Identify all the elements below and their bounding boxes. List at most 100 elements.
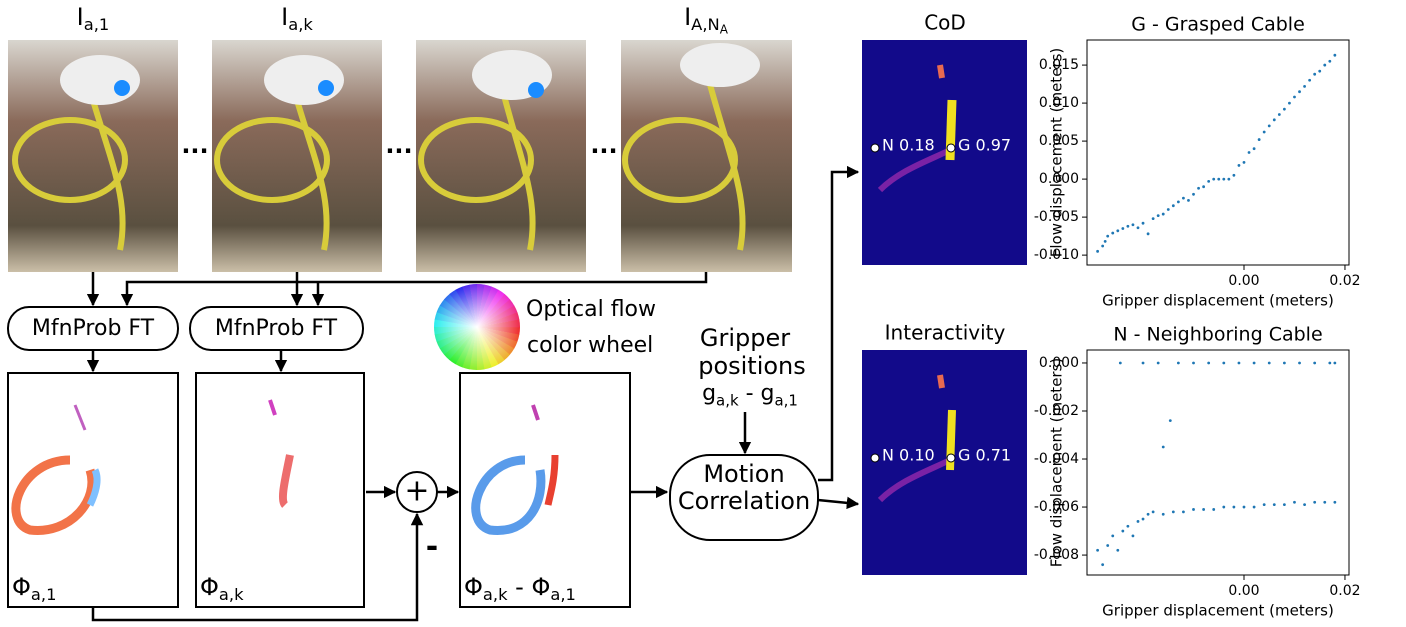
scatter-point	[1167, 208, 1170, 211]
flow-images	[8, 373, 630, 607]
flow-label-main: Φ	[12, 573, 31, 601]
scatter-point	[1126, 225, 1129, 228]
scatter-point	[1157, 214, 1160, 217]
heatmap-label: N 0.10	[882, 446, 935, 465]
scatter-point	[1323, 501, 1326, 504]
scatter-point	[1162, 513, 1165, 516]
scatter-point	[1152, 217, 1155, 220]
scatter-point	[1207, 362, 1210, 365]
scatter-point	[1298, 362, 1301, 365]
y-tick-label: 0.015	[1039, 57, 1079, 73]
scatter-point	[1253, 362, 1256, 365]
scatter-point	[1147, 232, 1150, 235]
heatmap-label: G 0.97	[958, 136, 1011, 155]
scatter-point	[1177, 201, 1180, 204]
scatter-point	[1182, 510, 1185, 513]
scatter-point	[1096, 549, 1099, 552]
finetune-label: MfnProb FT	[32, 316, 155, 341]
heatmap-point	[947, 144, 955, 152]
scatter-point	[1323, 64, 1326, 67]
scatter-point	[1268, 124, 1271, 127]
image-label-main: I	[77, 3, 84, 31]
scatter-point	[1169, 419, 1172, 422]
image-label-sub: a,1	[84, 15, 110, 34]
scatter-point	[1116, 229, 1119, 232]
image-label-sub: A,N	[691, 15, 720, 34]
x-tick-label: 0.00	[1228, 273, 1259, 289]
scatter-point	[1283, 503, 1286, 506]
scatter-point	[1177, 362, 1180, 365]
y-tick-label: 0.005	[1039, 133, 1079, 149]
finetune-label: MfnProb FT	[215, 316, 338, 341]
scatter-point	[1263, 131, 1266, 134]
flow-label-sub: a,1	[31, 585, 57, 604]
scatter-point	[1121, 227, 1124, 230]
scatter-point	[1137, 226, 1140, 229]
scatter-point	[1333, 501, 1336, 504]
heatmap-point	[871, 454, 879, 462]
scatter-point	[1238, 362, 1241, 365]
gripper-formula-main: - g	[739, 381, 775, 406]
heatmap-title: CoD	[924, 11, 966, 35]
y-tick-label: -0.002	[1034, 403, 1079, 419]
scatter-point	[1126, 525, 1129, 528]
scatter-point	[1258, 138, 1261, 141]
flow-label-main: Φ	[464, 573, 483, 601]
scatter-point	[1313, 501, 1316, 504]
scatter-point	[1142, 518, 1145, 521]
scatter-point	[1268, 362, 1271, 365]
scatter-point	[1132, 223, 1135, 226]
y-tick-label: -0.004	[1034, 451, 1079, 467]
x-tick-label: 0.02	[1329, 583, 1360, 599]
image-label: IA,NA	[684, 3, 729, 36]
scatter-point	[1293, 501, 1296, 504]
ellipsis: ...	[385, 131, 412, 159]
heatmap-title: Interactivity	[885, 321, 1006, 345]
heatmap-label: G 0.71	[958, 446, 1011, 465]
plus-sign: +	[404, 474, 429, 509]
scatter-point	[1137, 520, 1140, 523]
gripper-label: positions	[698, 352, 806, 380]
gripper-label: Gripper	[700, 324, 790, 352]
image-label-main: I	[281, 3, 288, 31]
scatter-point	[1106, 544, 1109, 547]
scatter-point	[1111, 534, 1114, 537]
scatter-point	[1238, 164, 1241, 167]
photo	[416, 40, 586, 272]
scatter-point	[1227, 178, 1230, 181]
scatter-point	[1233, 174, 1236, 177]
photo	[8, 40, 178, 272]
scatter-point	[1162, 446, 1165, 449]
scatter-point	[1116, 549, 1119, 552]
gripper-formula-sub: a,k	[716, 391, 739, 409]
heatmap-images	[862, 40, 1027, 575]
scatter-point	[1147, 513, 1150, 516]
y-axis-label: Flow displacement (meters)	[1048, 48, 1066, 258]
flow-label-main: Φ	[200, 573, 219, 601]
y-tick-label: -0.008	[1034, 547, 1079, 563]
scatter-point	[1202, 508, 1205, 511]
scatter-point	[1142, 222, 1145, 225]
color-wheel-label: Optical flow	[526, 297, 656, 322]
scatter-point	[1111, 232, 1114, 235]
scatter-point	[1182, 197, 1185, 200]
flow-label-sub: a,k	[483, 585, 508, 604]
scatter-point	[1101, 245, 1104, 248]
image-label: Ia,1	[77, 3, 110, 34]
gripper-formula-main: g	[702, 381, 716, 406]
chart-title: N - Neighboring Cable	[1113, 324, 1322, 346]
heatmap-point	[947, 454, 955, 462]
image-label-sub: a,k	[288, 15, 313, 34]
scatter-point	[1132, 534, 1135, 537]
y-tick-label: -0.006	[1034, 499, 1079, 515]
scatter-point	[1172, 510, 1175, 513]
scatter-point	[1142, 362, 1145, 365]
scatter-point	[1318, 70, 1321, 73]
scatter-point	[1283, 108, 1286, 111]
x-tick-label: 0.00	[1228, 583, 1259, 599]
scatter-point	[1273, 118, 1276, 121]
scatter-point	[1248, 151, 1251, 154]
flow-label-main: - Φ	[508, 573, 551, 601]
scatter-point	[1253, 147, 1256, 150]
scatter-point	[1157, 362, 1160, 365]
